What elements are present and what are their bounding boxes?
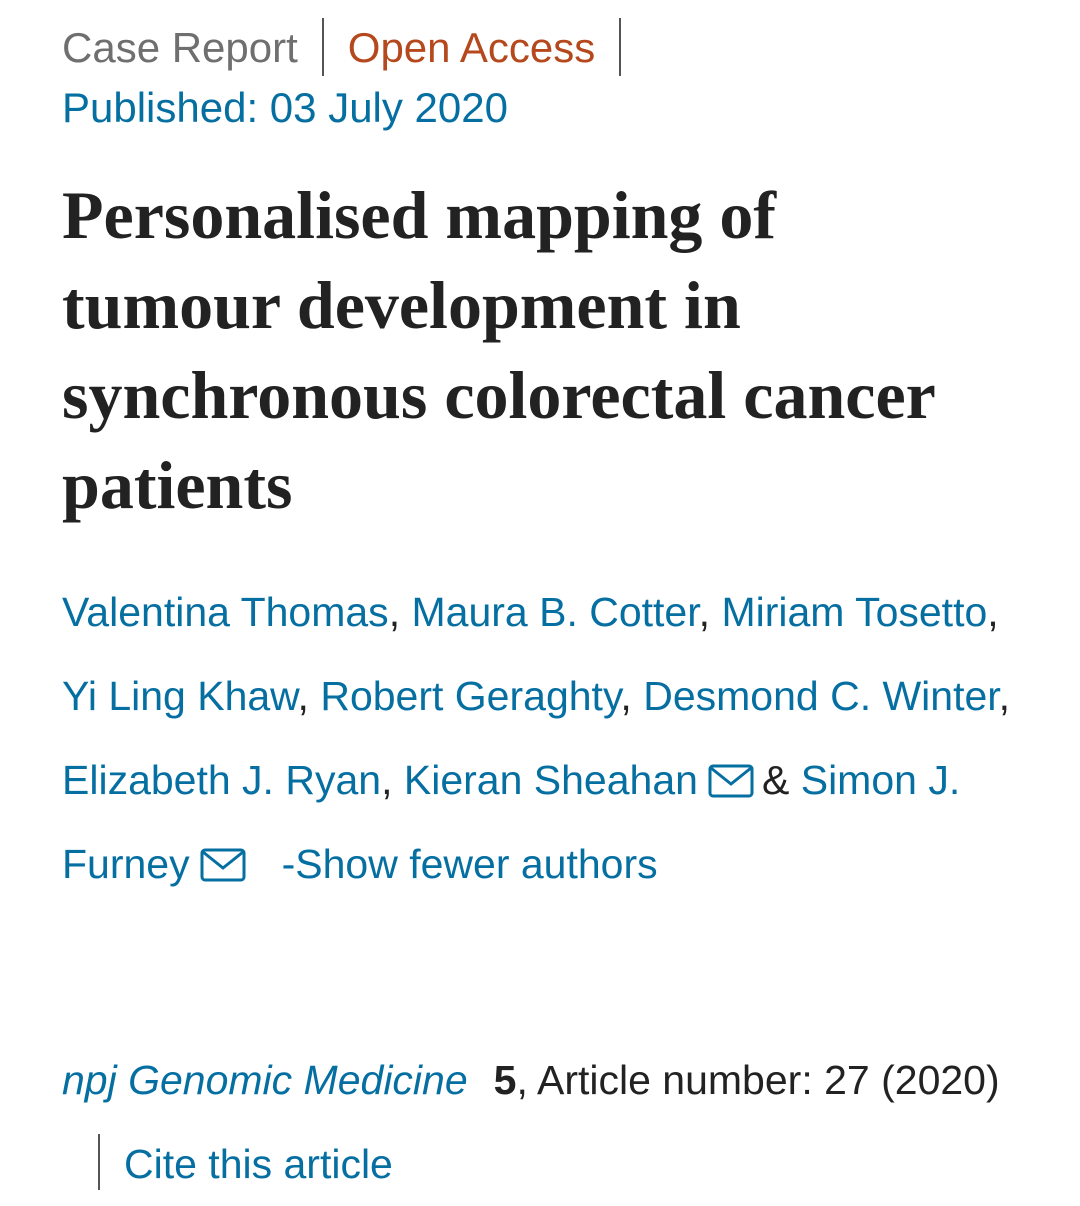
- author-link[interactable]: Desmond C. Winter: [643, 673, 999, 719]
- separator: ,: [297, 673, 309, 719]
- separator: ,: [998, 673, 1011, 719]
- cite-link[interactable]: Cite this article: [124, 1141, 393, 1187]
- article-title: Personalised mapping of tumour developme…: [62, 177, 935, 523]
- year: (2020): [881, 1057, 1000, 1103]
- divider: [619, 18, 622, 76]
- access-label: Open Access: [347, 24, 596, 71]
- article-type: Case Report: [62, 24, 298, 71]
- author-link[interactable]: Yi Ling Khaw: [62, 673, 298, 719]
- author-link[interactable]: Kieran Sheahan: [403, 757, 698, 803]
- article-number: Article number: 27: [537, 1057, 870, 1103]
- article-meta: Case Report Open Access: [62, 18, 645, 76]
- author-link[interactable]: Elizabeth J. Ryan: [62, 757, 382, 803]
- conjunction: &: [761, 757, 790, 803]
- author-link[interactable]: Maura B. Cotter: [411, 589, 699, 635]
- email-icon[interactable]: [200, 848, 246, 882]
- separator: ,: [620, 673, 632, 719]
- author-link[interactable]: Valentina Thomas: [62, 589, 389, 635]
- separator: ,: [987, 589, 999, 635]
- author-link[interactable]: Miriam Tosetto: [721, 589, 988, 635]
- divider: [321, 18, 324, 76]
- published-date: Published: 03 July 2020: [62, 84, 508, 131]
- citation: npj Genomic Medicine 5, Article number: 2…: [62, 1038, 1022, 1206]
- separator: ,: [381, 757, 393, 803]
- author-link[interactable]: Simon J. Furney: [62, 757, 961, 887]
- separator: ,: [516, 1057, 528, 1103]
- divider: [98, 1134, 100, 1190]
- separator: ,: [388, 589, 401, 635]
- volume: 5: [493, 1057, 517, 1103]
- author-link[interactable]: Robert Geraghty: [320, 673, 621, 719]
- show-fewer-link[interactable]: -Show fewer authors: [281, 841, 658, 887]
- separator: ,: [698, 589, 711, 635]
- journal-link[interactable]: npj Genomic Medicine: [62, 1057, 468, 1103]
- author-list: Valentina Thomas, Maura B. Cotter, Miria…: [62, 570, 1022, 906]
- email-icon[interactable]: [708, 764, 754, 798]
